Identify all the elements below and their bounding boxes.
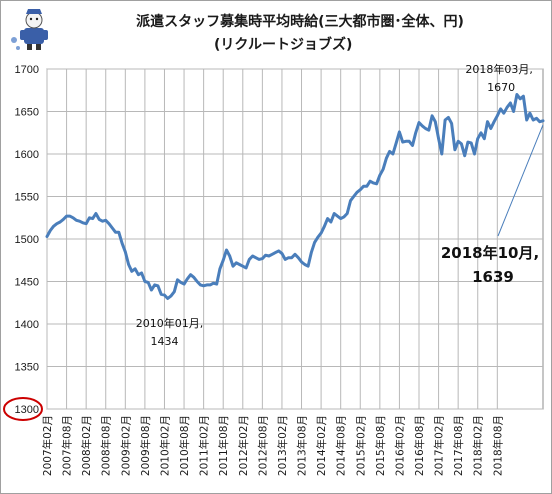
- x-tick-label-0: 2007年02月: [41, 415, 54, 476]
- x-tick-label-6: 2010年02月: [158, 415, 171, 476]
- x-tick-label-2: 2008年02月: [80, 415, 93, 476]
- y-tick-label-1400: 1400: [15, 319, 39, 331]
- x-tick-label-17: 2015年08月: [374, 415, 387, 476]
- x-tick-label-10: 2012年02月: [237, 415, 250, 476]
- chart-subtitle: (リクルートジョブズ): [214, 36, 352, 53]
- x-tick-label-3: 2008年08月: [100, 415, 113, 476]
- x-tick-label-11: 2012年08月: [256, 415, 269, 476]
- x-tick-label-21: 2017年08月: [452, 415, 465, 476]
- x-tick-label-4: 2009年02月: [119, 415, 132, 476]
- annotation-min-value: 1434: [150, 335, 178, 348]
- y-tick-label-1450: 1450: [15, 277, 39, 289]
- y-tick-label-1600: 1600: [15, 149, 39, 161]
- x-tick-label-9: 2011年08月: [217, 415, 230, 476]
- x-tick-label-8: 2011年02月: [198, 415, 211, 476]
- x-tick-label-12: 2013年02月: [276, 415, 289, 476]
- mascot-icon: [11, 9, 48, 50]
- x-tick-label-20: 2017年02月: [433, 415, 446, 476]
- y-tick-label-1550: 1550: [15, 192, 39, 204]
- y-tick-label-1500: 1500: [15, 234, 39, 246]
- x-tick-label-15: 2014年08月: [335, 415, 348, 476]
- y-tick-1300-highlight-ellipse: [3, 397, 43, 421]
- y-tick-label-1300: 1300: [15, 404, 39, 416]
- x-tick-label-18: 2016年02月: [393, 415, 406, 476]
- series-line: [45, 93, 545, 300]
- y-tick-label-1700: 1700: [15, 64, 39, 76]
- x-tick-label-23: 2018年08月: [491, 415, 504, 476]
- x-tick-label-16: 2015年02月: [354, 415, 367, 476]
- annotation-latest-value: 1639: [472, 268, 514, 286]
- x-tick-label-7: 2010年08月: [178, 415, 191, 476]
- annotation-latest-leader: [497, 124, 544, 237]
- annotation-min-label: 2010年01月,: [136, 316, 204, 330]
- y-tick-label-1350: 1350: [15, 362, 39, 374]
- x-tick-label-14: 2014年02月: [315, 415, 328, 476]
- chart-title: 派遣スタッフ募集時平均時給(三大都市圏･全体、円): [136, 13, 464, 30]
- x-tick-label-19: 2016年08月: [413, 415, 426, 476]
- x-tick-label-1: 2007年08月: [61, 415, 74, 476]
- y-tick-label-1650: 1650: [15, 107, 39, 119]
- annotation-max-label: 2018年03月,: [465, 62, 533, 76]
- annotation-latest-label: 2018年10月,: [441, 244, 539, 262]
- x-tick-label-13: 2013年08月: [296, 415, 309, 476]
- x-tick-label-5: 2009年08月: [139, 415, 152, 476]
- annotation-max-value: 1670: [487, 81, 515, 94]
- x-tick-label-22: 2018年02月: [472, 415, 485, 476]
